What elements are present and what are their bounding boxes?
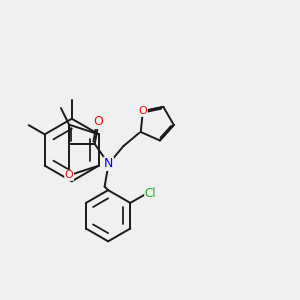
Text: O: O xyxy=(139,106,147,116)
Text: Cl: Cl xyxy=(145,187,156,200)
Text: N: N xyxy=(104,157,113,170)
Text: O: O xyxy=(65,170,74,180)
Text: O: O xyxy=(93,116,103,128)
